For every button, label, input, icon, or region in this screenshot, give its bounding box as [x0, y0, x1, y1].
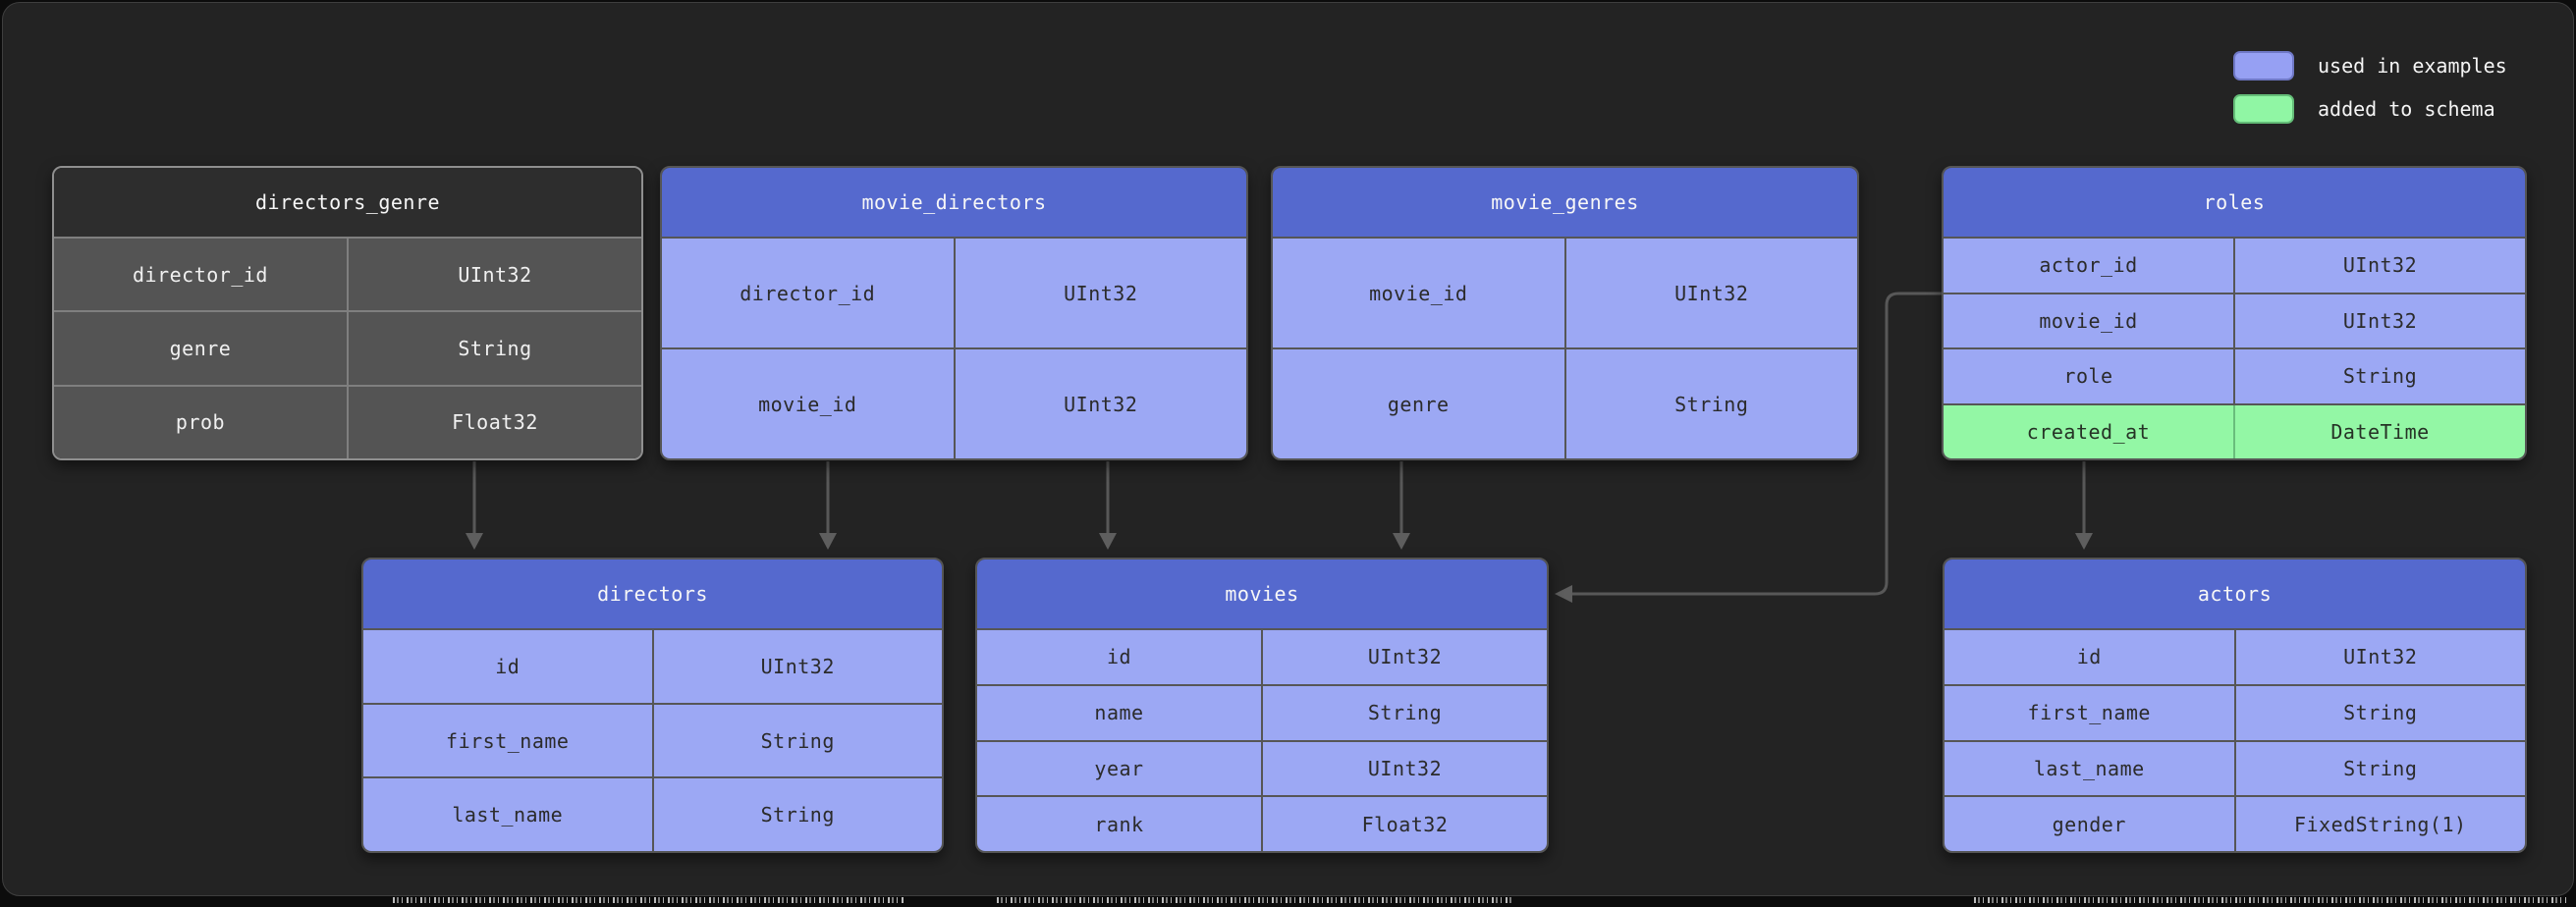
column-type: String: [2342, 364, 2418, 389]
column-row-actors-id: id UInt32: [1945, 628, 2525, 684]
table-movies: movies id UInt32 name String year UInt32 rank Fl…: [975, 558, 1549, 853]
column-row-directors-first_name: first_name String: [363, 702, 942, 777]
legend-item-added-to-schema: added to schema: [2233, 94, 2507, 124]
column-row-movies-id: id UInt32: [977, 628, 1547, 684]
column-name: prob: [54, 386, 349, 458]
column-row-movies-rank: rank Float32: [977, 795, 1547, 851]
column-row-movie_genres-genre: genre String: [1273, 347, 1857, 458]
column-row-roles-movie_id: movie_id UInt32: [1944, 292, 2525, 347]
column-type: String: [458, 336, 532, 360]
column-row-actors-first_name: first_name String: [1945, 683, 2525, 740]
table-title-movies: movies: [977, 560, 1547, 628]
connector-movie_genres-to-movies: [1393, 461, 1410, 550]
connector-directors_genre-to-directors: [466, 461, 483, 550]
column-name: role: [1944, 349, 2235, 403]
connector-roles-to-movies: [2075, 461, 2093, 550]
legend-item-used-in-examples: used in examples: [2233, 51, 2507, 80]
column-row-directors_genre-prob: prob Float32: [54, 384, 641, 458]
column-type: UInt32: [760, 654, 835, 678]
column-type: UInt32: [1064, 281, 1138, 305]
column-name: year: [977, 741, 1263, 796]
legend-label: added to schema: [2318, 97, 2495, 121]
column-name: id: [1945, 630, 2236, 684]
column-name: director_id: [54, 239, 349, 311]
column-row-movie_genres-movie_id: movie_id UInt32: [1273, 237, 1857, 347]
column-name: last_name: [363, 778, 654, 851]
column-type: UInt32: [2342, 308, 2418, 333]
table-directors_genre: directors_genre director_id UInt32 genre Str…: [52, 166, 643, 460]
column-name: movie_id: [1944, 293, 2235, 347]
column-name: rank: [977, 797, 1263, 851]
column-name: movie_id: [662, 349, 956, 458]
column-type: UInt32: [1367, 645, 1443, 669]
cutoff-text-fragment: [393, 897, 904, 903]
table-title-directors: directors: [363, 560, 942, 628]
column-name: director_id: [662, 239, 956, 347]
column-type: String: [1367, 701, 1443, 725]
table-directors: directors id UInt32 first_name String last_na…: [361, 558, 944, 853]
column-type: UInt32: [1064, 392, 1138, 416]
column-row-directors-last_name: last_name String: [363, 776, 942, 851]
table-roles: roles actor_id UInt32 movie_id UInt32 role Str…: [1942, 166, 2527, 460]
table-movie_genres: movie_genres movie_id UInt32 genre String: [1271, 166, 1859, 460]
table-title-roles: roles: [1944, 168, 2525, 237]
column-name: first_name: [363, 704, 654, 777]
column-row-movies-name: name String: [977, 683, 1547, 740]
column-row-movies-year: year UInt32: [977, 739, 1547, 796]
column-name: movie_id: [1273, 239, 1566, 347]
legend-label: used in examples: [2318, 54, 2507, 78]
column-type: Float32: [1361, 812, 1449, 836]
column-type: UInt32: [1674, 281, 1749, 305]
connector-movie_directors-to-directors: [819, 461, 837, 550]
table-title-movie_directors: movie_directors: [662, 168, 1246, 237]
column-name: last_name: [1945, 741, 2236, 796]
column-row-directors_genre-director_id: director_id UInt32: [54, 237, 641, 311]
column-name: genre: [1273, 349, 1566, 458]
column-type: Float32: [452, 410, 538, 435]
connector-movie_directors-to-movies: [1099, 461, 1117, 550]
legend-swatch-green: [2233, 94, 2294, 124]
column-name: genre: [54, 312, 349, 385]
column-type: FixedString(1): [2293, 812, 2467, 836]
column-name: actor_id: [1944, 239, 2235, 293]
column-type: DateTime: [2330, 419, 2430, 444]
column-name: first_name: [1945, 685, 2236, 740]
column-type: String: [2343, 756, 2418, 780]
table-movie_directors: movie_directors director_id UInt32 movie_id…: [660, 166, 1248, 460]
column-row-roles-role: role String: [1944, 347, 2525, 403]
column-row-movie_directors-movie_id: movie_id UInt32: [662, 347, 1246, 458]
table-title-actors: actors: [1945, 560, 2525, 628]
legend-swatch-blue: [2233, 51, 2294, 80]
column-type: String: [760, 728, 835, 753]
cutoff-text-fragment: [1974, 897, 2566, 903]
column-type: UInt32: [2343, 645, 2418, 669]
column-name: id: [363, 630, 654, 703]
table-title-movie_genres: movie_genres: [1273, 168, 1857, 237]
column-type: String: [2343, 701, 2418, 725]
cutoff-text-fragment: [997, 897, 1512, 903]
column-type: UInt32: [458, 262, 532, 287]
column-type: String: [1674, 392, 1749, 416]
column-name: created_at: [1944, 404, 2235, 458]
column-type: UInt32: [1367, 756, 1443, 780]
column-row-roles-actor_id: actor_id UInt32: [1944, 237, 2525, 293]
table-actors: actors id UInt32 first_name String last_name S…: [1943, 558, 2527, 853]
column-name: name: [977, 685, 1263, 740]
column-row-directors-id: id UInt32: [363, 628, 942, 703]
column-row-actors-gender: gender FixedString(1): [1945, 795, 2525, 851]
column-type: UInt32: [2342, 253, 2418, 278]
column-row-roles-created_at: created_at DateTime: [1944, 402, 2525, 458]
column-row-movie_directors-director_id: director_id UInt32: [662, 237, 1246, 347]
table-title-directors_genre: directors_genre: [54, 168, 641, 237]
column-type: String: [760, 803, 835, 827]
column-name: gender: [1945, 797, 2236, 851]
column-row-directors_genre-genre: genre String: [54, 310, 641, 385]
legend: used in examples added to schema: [2233, 51, 2507, 124]
column-name: id: [977, 630, 1263, 684]
column-row-actors-last_name: last_name String: [1945, 739, 2525, 796]
